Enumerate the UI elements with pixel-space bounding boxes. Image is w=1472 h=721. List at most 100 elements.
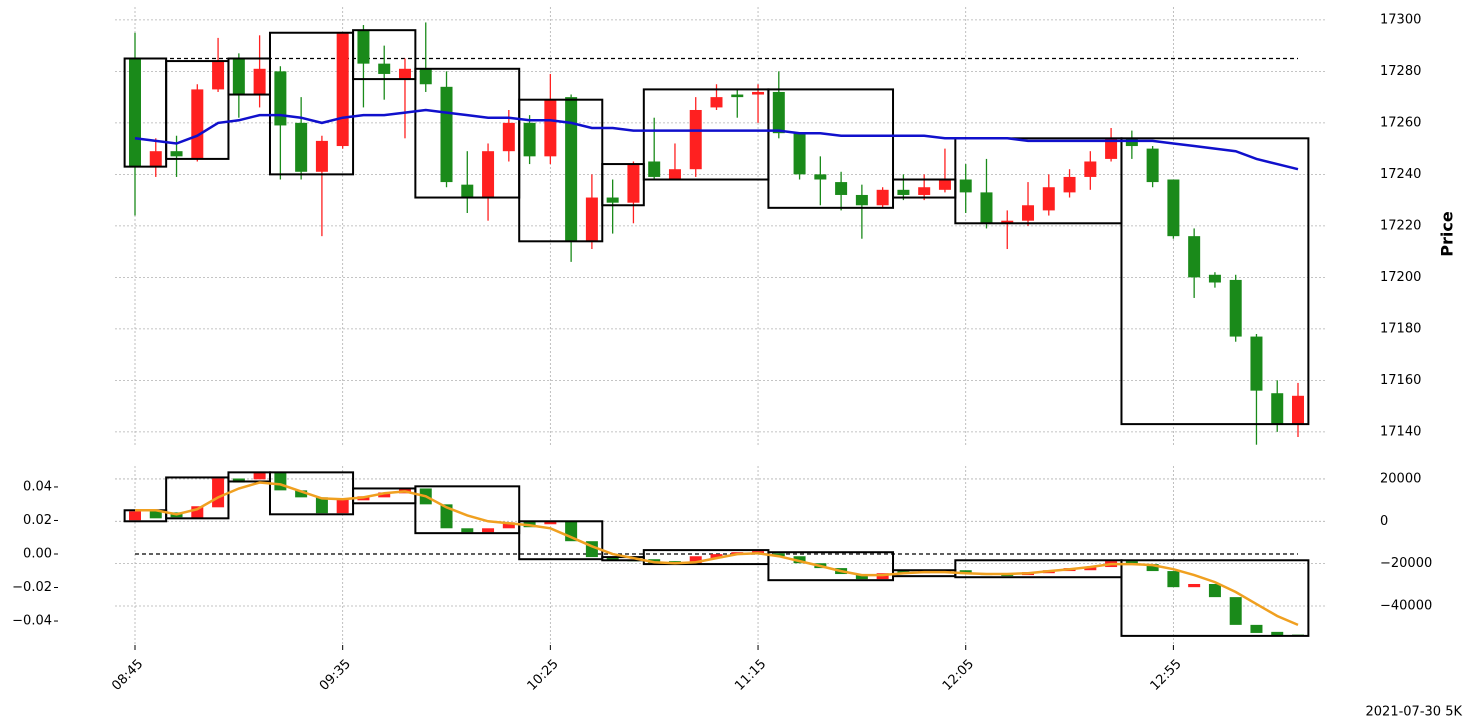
y-tick-label: 17260	[1380, 115, 1421, 130]
range-box	[165, 60, 230, 160]
x-tick-label: 10:25	[525, 657, 562, 694]
y-tick-label: 17180	[1380, 321, 1421, 336]
candle-body	[731, 94, 744, 98]
y-axis-label: Price	[1438, 211, 1457, 257]
candle-body	[502, 122, 515, 152]
candle-body	[502, 522, 515, 529]
range-box	[352, 29, 417, 81]
candle-body	[191, 89, 204, 159]
candle-body	[1063, 176, 1076, 193]
candle-body	[1125, 561, 1138, 565]
candle-body	[855, 194, 868, 206]
y-tick-label: 0.02	[23, 513, 52, 528]
candle-body	[336, 32, 349, 147]
candle-body	[959, 179, 972, 193]
candle-body	[461, 184, 474, 198]
candle-body	[274, 472, 287, 491]
candle-body	[897, 189, 910, 195]
y-tick-label: 17240	[1380, 167, 1421, 182]
range-box	[954, 137, 1123, 225]
candle-body	[482, 528, 495, 533]
y2-tick-label: 0	[1380, 514, 1388, 529]
candle-body	[1042, 187, 1055, 211]
candle-body	[793, 133, 806, 175]
y-tick-label: −0.02	[12, 580, 52, 595]
candle-body	[398, 68, 411, 80]
candle-body	[1229, 279, 1242, 337]
y2-tick-label: −40000	[1380, 599, 1432, 614]
candle-body	[544, 521, 557, 525]
candle-body	[378, 492, 391, 498]
candle-body	[648, 161, 661, 177]
range-box	[767, 88, 895, 209]
candle-body	[565, 97, 578, 242]
candle-body	[710, 554, 723, 559]
y-tick-label: 17280	[1380, 64, 1421, 79]
candle-body	[253, 472, 266, 480]
range-box	[518, 520, 604, 561]
candle-body	[772, 553, 785, 557]
candle-body	[523, 122, 536, 157]
candle-body	[772, 91, 785, 134]
range-box	[414, 485, 521, 535]
candle-body	[315, 140, 328, 172]
moving-average-line	[135, 481, 1299, 627]
range-box	[1120, 559, 1310, 637]
candle-body	[606, 197, 619, 203]
candle-body	[461, 528, 474, 533]
candle-body	[855, 574, 868, 580]
caption: 2021-07-30 5K	[1366, 705, 1463, 720]
candle-body	[274, 71, 287, 126]
candle-body	[938, 179, 951, 190]
candle-body	[482, 151, 495, 198]
candle-body	[1188, 583, 1201, 588]
candle-body	[295, 122, 308, 172]
candle-body	[1250, 336, 1263, 391]
y-tick-label: 17140	[1380, 424, 1421, 439]
x-tick-label: 12:55	[1148, 657, 1185, 694]
range-box	[165, 476, 230, 520]
x-tick-label: 09:35	[317, 657, 354, 694]
candle-body	[440, 86, 453, 183]
x-tick-label: 08:45	[109, 657, 146, 694]
y-tick-label: 17160	[1380, 373, 1421, 388]
candle-body	[1022, 205, 1035, 221]
candle-body	[149, 511, 162, 519]
range-box	[767, 551, 895, 582]
candle-body	[835, 182, 848, 195]
candle-body	[606, 557, 619, 561]
candle-body	[1208, 274, 1221, 283]
candle-body	[918, 187, 931, 195]
y-tick-label: 17200	[1380, 270, 1421, 285]
candle-body	[585, 197, 598, 242]
candle-body	[378, 63, 391, 74]
range-box	[1120, 137, 1310, 426]
candle-body	[212, 478, 225, 508]
candle-body	[980, 192, 993, 224]
x-tick-label: 12:05	[940, 657, 977, 694]
range-box	[601, 163, 645, 207]
candle-body	[1146, 564, 1159, 572]
range-box	[268, 31, 355, 176]
candle-body	[129, 511, 141, 521]
candle-body	[232, 58, 245, 95]
candle-body	[1167, 179, 1180, 237]
candle-body	[440, 504, 453, 529]
candle-body	[419, 68, 432, 85]
candle-body	[1271, 631, 1284, 636]
y2-tick-label: 20000	[1380, 471, 1421, 486]
candle-body	[1167, 571, 1180, 588]
candle-body	[1084, 567, 1097, 571]
candle-body	[1188, 236, 1201, 278]
candle-body	[689, 109, 702, 170]
candle-body	[1271, 393, 1284, 425]
candle-body	[1250, 624, 1263, 633]
candle-body	[1105, 138, 1118, 159]
y2-tick-label: −20000	[1380, 556, 1432, 571]
range-box	[642, 88, 770, 181]
candle-body	[1208, 583, 1221, 598]
candle-body	[1084, 161, 1097, 177]
candle-body	[689, 556, 702, 564]
candle-body	[1146, 148, 1159, 183]
